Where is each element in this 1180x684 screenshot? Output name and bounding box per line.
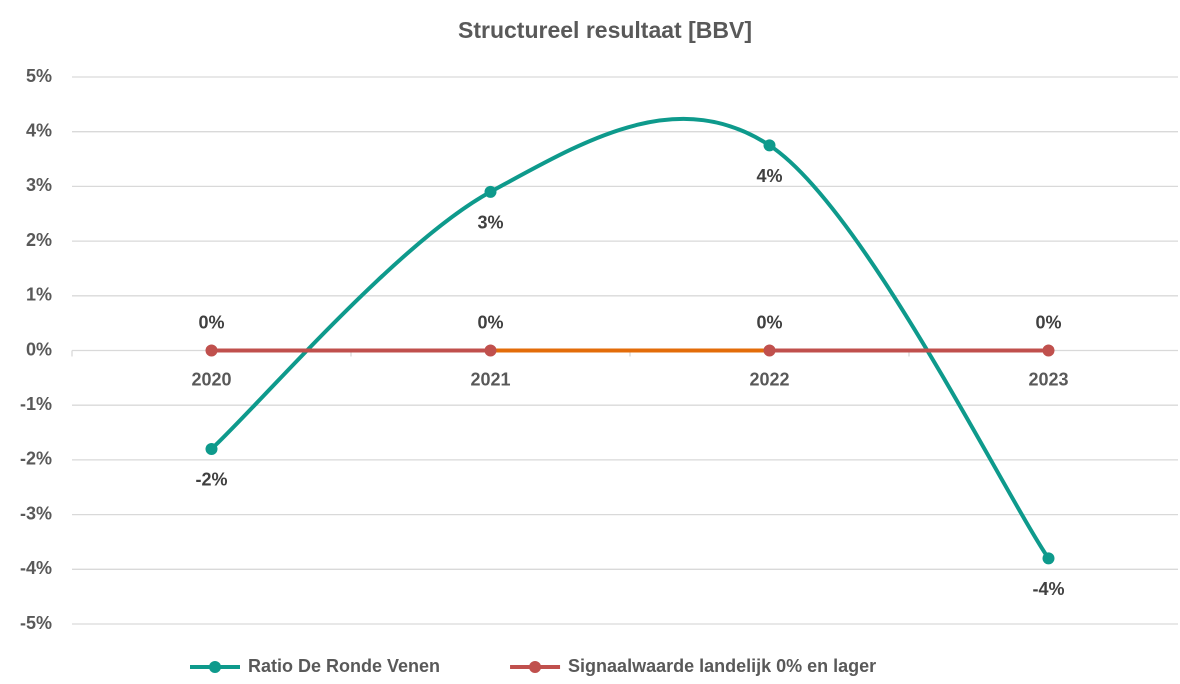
data-point <box>1042 344 1055 357</box>
data-point <box>1042 552 1055 565</box>
data-point <box>484 185 497 198</box>
data-label: -2% <box>195 470 227 490</box>
y-tick-label: 2% <box>26 230 52 250</box>
y-tick-label: 0% <box>26 339 52 359</box>
legend-marker <box>529 661 542 673</box>
data-point <box>763 344 776 357</box>
data-label: 0% <box>477 312 503 332</box>
data-label: 0% <box>1035 312 1061 332</box>
data-label: 0% <box>198 312 224 332</box>
data-point <box>205 344 218 357</box>
data-point <box>205 442 218 455</box>
data-label: 4% <box>756 166 782 186</box>
x-tick-label: 2021 <box>470 369 510 389</box>
y-tick-label: -4% <box>20 558 52 578</box>
data-label: 0% <box>756 312 782 332</box>
legend-label: Ratio De Ronde Venen <box>248 656 440 676</box>
chart-title: Structureel resultaat [BBV] <box>458 17 752 43</box>
y-tick-label: 5% <box>26 66 52 86</box>
x-tick-label: 2020 <box>191 369 231 389</box>
data-label: -4% <box>1032 579 1064 599</box>
legend-marker <box>209 661 221 673</box>
data-label: 3% <box>477 213 503 233</box>
y-tick-label: 1% <box>26 285 52 305</box>
y-tick-label: -5% <box>20 613 52 633</box>
y-tick-label: -1% <box>20 394 52 414</box>
legend-label: Signaalwaarde landelijk 0% en lager <box>568 656 876 676</box>
series-line <box>210 116 1051 560</box>
y-tick-label: -2% <box>20 449 52 469</box>
y-tick-label: -3% <box>20 503 52 523</box>
y-tick-label: 3% <box>26 175 52 195</box>
x-tick-label: 2023 <box>1028 369 1068 389</box>
y-tick-label: 4% <box>26 120 52 140</box>
data-point <box>763 139 776 152</box>
data-point <box>484 344 497 357</box>
x-tick-label: 2022 <box>749 369 789 389</box>
